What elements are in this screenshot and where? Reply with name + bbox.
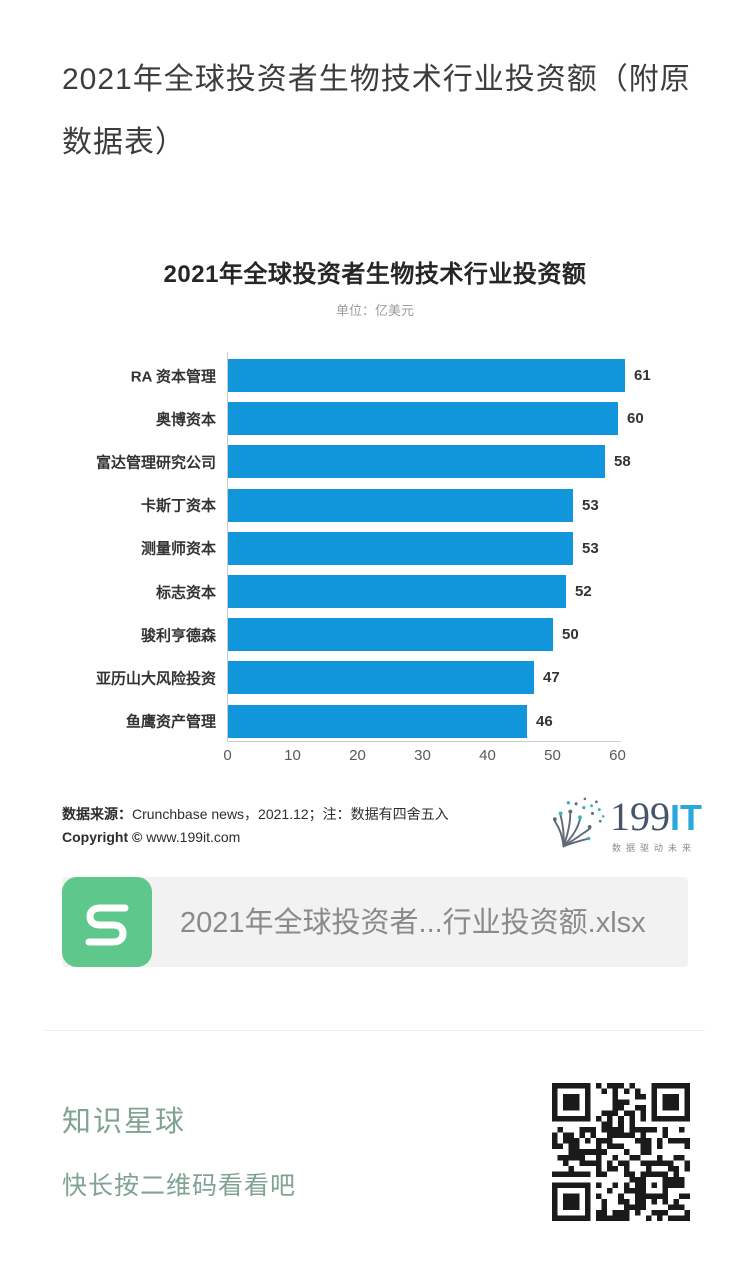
bar-value-label: 50 bbox=[562, 626, 579, 644]
bar-category-label: 测量师资本 bbox=[140, 540, 216, 558]
bar-category-label: 骏利亨德森 bbox=[140, 627, 216, 645]
bar-category-label: 卡斯丁资本 bbox=[140, 497, 216, 515]
qr-code[interactable] bbox=[552, 1083, 690, 1221]
x-tick-label: 10 bbox=[284, 747, 301, 764]
bar-category-label: 亚历山大风险投资 bbox=[95, 670, 216, 688]
bar-value-label: 61 bbox=[634, 367, 651, 384]
bar bbox=[228, 704, 527, 738]
bar-row: 奥博资本 60 bbox=[0, 397, 750, 440]
promo-subtitle: 快长按二维码看看吧 bbox=[62, 1172, 297, 1200]
bar-value-label: 52 bbox=[575, 583, 592, 600]
bar-row: 卡斯丁资本 53 bbox=[0, 484, 750, 527]
chart-subtitle: 单位：亿美元 bbox=[335, 303, 414, 318]
logo-wordmark: 199IT bbox=[610, 794, 702, 839]
bar-row: 富达管理研究公司 58 bbox=[0, 440, 750, 483]
x-tick-label: 30 bbox=[414, 747, 431, 764]
bar-value-label: 60 bbox=[627, 410, 644, 428]
x-tick-label: 40 bbox=[479, 747, 496, 764]
source-line: 数据来源：Crunchbase news，2021.12；注：数据有四舍五入 bbox=[62, 806, 449, 822]
bar bbox=[228, 531, 573, 565]
bar bbox=[228, 359, 625, 392]
bar bbox=[228, 575, 566, 608]
x-tick-label: 60 bbox=[609, 747, 626, 764]
article-title: 2021年全球投资者生物技术行业投资额（附原数据表） bbox=[62, 63, 691, 160]
section-divider bbox=[45, 1030, 705, 1031]
bar-category-label: 奥博资本 bbox=[155, 411, 216, 429]
dandelion-icon bbox=[552, 797, 605, 848]
chart-title: 2021年全球投资者生物技术行业投资额 bbox=[163, 261, 587, 288]
bar-value-label: 53 bbox=[582, 496, 599, 514]
attachment-file-name: 2021年全球投资者...行业投资额.xlsx bbox=[180, 907, 646, 939]
bar-row: 标志资本 52 bbox=[0, 570, 750, 613]
chart-image[interactable]: 2021年全球投资者生物技术行业投资额 单位：亿美元 RA 资本管理 61 奥博资本… bbox=[0, 230, 750, 870]
bar-row: 骏利亨德森 50 bbox=[0, 613, 750, 656]
bar-row: RA 资本管理 61 bbox=[0, 354, 750, 397]
x-axis-line bbox=[227, 741, 621, 742]
x-tick-label: 50 bbox=[544, 747, 561, 764]
bar bbox=[228, 661, 534, 695]
bar-value-label: 53 bbox=[582, 539, 599, 557]
bar bbox=[228, 488, 573, 522]
x-tick-label: 20 bbox=[349, 747, 366, 764]
bar-category-label: 鱼鹰资产管理 bbox=[125, 713, 216, 731]
spreadsheet-s-icon bbox=[62, 877, 152, 967]
logo-tagline: 数据驱动未来 bbox=[612, 843, 697, 853]
source-note: 数据来源：Crunchbase news，2021.12；注：数据有四舍五入 C… bbox=[62, 803, 449, 849]
chart-bars: RA 资本管理 61 奥博资本 60 富达管理研究公司 58 卡斯丁资本 53 测量师资本 53 标… bbox=[0, 354, 750, 743]
y-axis-line bbox=[227, 352, 228, 742]
bar-category-label: 富达管理研究公司 bbox=[95, 454, 216, 472]
bar-value-label: 47 bbox=[543, 669, 560, 687]
bar-row: 鱼鹰资产管理 46 bbox=[0, 700, 750, 743]
bar-row: 亚历山大风险投资 47 bbox=[0, 656, 750, 699]
x-tick-label: 0 bbox=[223, 747, 232, 764]
bar bbox=[228, 402, 618, 436]
bar bbox=[228, 445, 605, 479]
bar-category-label: RA 资本管理 bbox=[130, 368, 216, 386]
bar-row: 测量师资本 53 bbox=[0, 527, 750, 570]
logo-199it: 199IT 数据驱动未来 bbox=[550, 795, 702, 863]
attachment-card[interactable]: 2021年全球投资者...行业投资额.xlsx bbox=[62, 877, 688, 967]
bar bbox=[228, 618, 553, 652]
bar-value-label: 46 bbox=[536, 712, 553, 730]
bar-value-label: 58 bbox=[614, 453, 631, 471]
promo-title: 知识星球 bbox=[62, 1106, 187, 1138]
bar-category-label: 标志资本 bbox=[155, 584, 216, 602]
copyright-line: Copyright © www.199it.com bbox=[62, 829, 241, 845]
